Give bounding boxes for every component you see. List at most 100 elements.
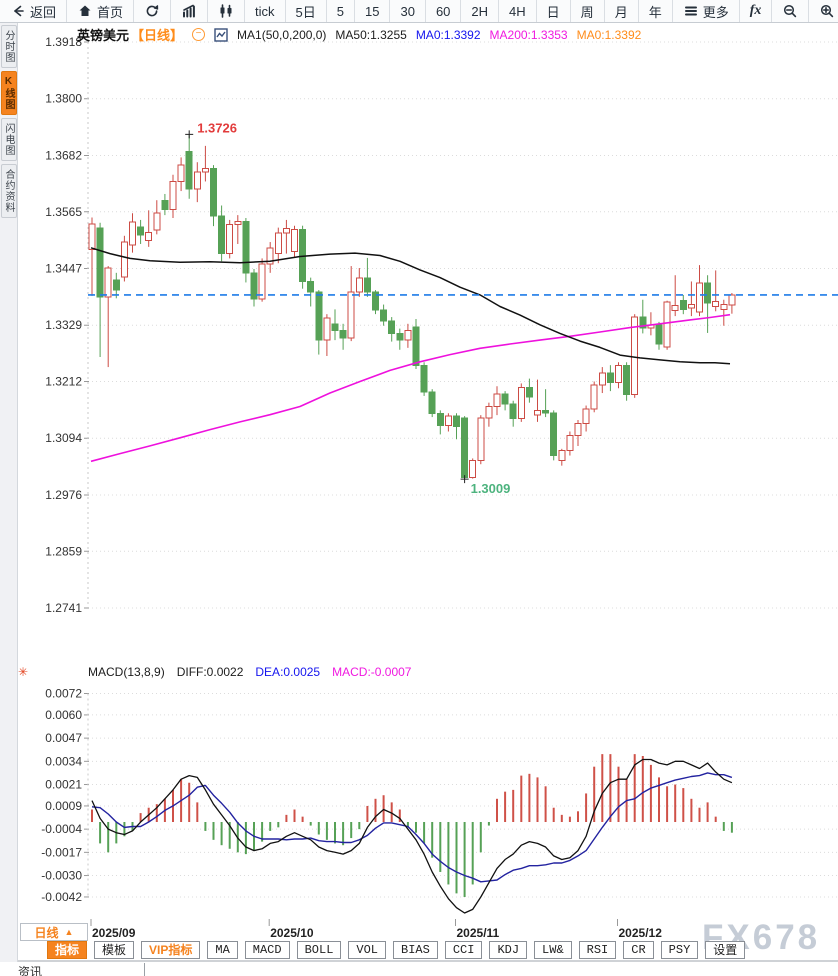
macd-dea-value: DEA:0.0025 (255, 665, 321, 679)
toolbar-15m-label: 15 (365, 3, 380, 19)
toolbar-fx-icon[interactable]: fx (740, 0, 773, 22)
toolbar-zoom-out-icon[interactable] (772, 0, 810, 22)
toolbar-tick-label: tick (255, 3, 275, 19)
svg-text:-0.0004: -0.0004 (41, 822, 82, 836)
svg-text:2025/09: 2025/09 (92, 926, 136, 940)
sidebar-tab-contract-info[interactable]: 合约资料 (0, 164, 17, 218)
svg-text:1.2859: 1.2859 (45, 544, 82, 558)
toolbar-60m-label: 60 (435, 3, 451, 19)
svg-text:1.3800: 1.3800 (45, 92, 82, 106)
toolbar-5d-label: 5日 (295, 4, 316, 20)
area-chart-icon (183, 4, 195, 18)
indicator-tab-指标[interactable]: 指标 (47, 941, 88, 959)
indicator-tab-PSY[interactable]: PSY (660, 941, 699, 959)
svg-text:-0.0042: -0.0042 (41, 890, 82, 904)
toolbar-tick[interactable]: tick (245, 0, 286, 22)
toolbar-back[interactable]: 返回 (0, 0, 68, 22)
indicator-tab-KDJ[interactable]: KDJ (489, 941, 528, 959)
toolbar-more-label: 更多 (702, 4, 729, 20)
chevron-up-icon: ▲ (64, 927, 74, 937)
indicator-tab-模板[interactable]: 模板 (94, 941, 135, 959)
svg-text:1.3726: 1.3726 (197, 120, 237, 135)
toolbar-day[interactable]: 日 (537, 0, 571, 22)
toolbar-year[interactable]: 年 (639, 0, 673, 22)
svg-text:1.3682: 1.3682 (45, 148, 82, 162)
toolbar-more[interactable]: 更多 (673, 0, 740, 22)
toolbar-area-chart-icon[interactable] (171, 0, 209, 22)
menu-icon (684, 6, 697, 16)
indicator-tab-CR[interactable]: CR (623, 941, 654, 959)
indicator-tab-VOL[interactable]: VOL (348, 941, 387, 959)
bottom-divider (0, 960, 838, 962)
indicator-tab-设置[interactable]: 设置 (705, 941, 746, 959)
toolbar-back-label: 返回 (30, 4, 57, 20)
toolbar-zoom-in-icon[interactable] (809, 0, 838, 22)
indicator-toolbar: 指标 模板 VIP指标 MA MACD BOLL VOL BIAS CCI KDJ LW& RSI CR… (47, 941, 746, 959)
toolbar-year-label: 年 (648, 4, 662, 20)
sidebar-tab-lightning[interactable]: 闪电图 (0, 118, 17, 161)
toolbar-60m[interactable]: 60 (426, 0, 462, 22)
toolbar-4h[interactable]: 4H (499, 0, 537, 22)
svg-text:1.3094: 1.3094 (45, 431, 82, 445)
svg-text:-0.0017: -0.0017 (41, 845, 82, 859)
indicator-tab-RSI[interactable]: RSI (578, 941, 617, 959)
left-tab-sidebar: 分时图 K线图闪电图合约资料 (0, 22, 18, 962)
svg-text:1.3212: 1.3212 (45, 375, 82, 389)
svg-text:-0.0030: -0.0030 (41, 869, 82, 883)
fx-icon: fx (749, 3, 762, 18)
macd-params-label: MACD(13,8,9) (88, 665, 165, 679)
indicator-tab-MACD[interactable]: MACD (244, 941, 290, 959)
toolbar-week[interactable]: 周 (571, 0, 605, 22)
toolbar-5m[interactable]: 5 (327, 0, 355, 22)
indicator-tab-VIP指标[interactable]: VIP指标 (141, 941, 201, 959)
tab-news-partial[interactable]: 资讯 (0, 963, 145, 976)
toolbar-month[interactable]: 月 (605, 0, 639, 22)
indicator-tab-BIAS[interactable]: BIAS (393, 941, 438, 959)
indicator-tab-CCI[interactable]: CCI (444, 941, 483, 959)
toolbar-4h-label: 4H (509, 3, 526, 19)
svg-text:1.3009: 1.3009 (471, 481, 511, 496)
indicator-tab-LW&[interactable]: LW& (534, 941, 572, 959)
period-selector-label: 日线 (34, 925, 59, 940)
ma-mini-chart-icon (214, 27, 228, 42)
back-arrow-icon (14, 5, 24, 17)
sidebar-tab-time-share[interactable]: 分时图 (0, 25, 17, 68)
svg-text:1.2976: 1.2976 (45, 488, 82, 502)
toolbar-15m[interactable]: 15 (355, 0, 391, 22)
svg-text:2025/11: 2025/11 (457, 926, 500, 940)
toolbar-home[interactable]: 首页 (67, 0, 135, 22)
svg-text:1.3447: 1.3447 (45, 261, 82, 275)
svg-text:0.0072: 0.0072 (45, 687, 82, 701)
svg-text:0.0009: 0.0009 (45, 799, 82, 813)
ma-settings-label: MA1(50,0,200,0) (237, 27, 327, 42)
toolbar-2h[interactable]: 2H (461, 0, 500, 22)
sidebar-tab-kline[interactable]: K线图 (0, 71, 17, 115)
indicator-tab-MA[interactable]: MA (207, 941, 238, 959)
collapse-indicator-icon[interactable]: − (192, 28, 206, 41)
zoom-in-icon (821, 4, 834, 18)
toolbar-candle-chart-icon[interactable] (208, 0, 246, 22)
macd-header: MACD(13,8,9) DIFF:0.0022 DEA:0.0025 MACD… (88, 665, 411, 679)
top-toolbar: 返回 首页 tick 5日 5 15 30 60 2H 4H 日 周 月 年 更多 fx (0, 0, 838, 23)
toolbar-2h-label: 2H (471, 3, 489, 19)
toolbar-30m[interactable]: 30 (390, 0, 426, 22)
svg-text:1.2741: 1.2741 (45, 601, 82, 615)
svg-text:2025/10: 2025/10 (270, 926, 314, 940)
home-icon (79, 5, 91, 16)
symbol-name: 英镑美元 (77, 28, 130, 43)
candlestick-icon (220, 4, 232, 18)
toolbar-5d[interactable]: 5日 (286, 0, 327, 22)
indicator-tab-BOLL[interactable]: BOLL (296, 941, 342, 959)
macd-value: MACD:-0.0007 (332, 665, 412, 679)
toolbar-home-label: 首页 (97, 4, 124, 20)
toolbar-month-label: 月 (614, 4, 628, 20)
ma0-blue-value: MA0:1.3392 (415, 27, 481, 42)
symbol-period-badge: 【日线】 (131, 28, 184, 43)
period-selector[interactable]: 日线 ▲ (20, 923, 88, 941)
svg-text:0.0047: 0.0047 (45, 731, 82, 745)
toolbar-30m-label: 30 (400, 3, 415, 19)
indicator-settings-icon[interactable]: ✳ (18, 665, 29, 679)
toolbar-5m-label: 5 (336, 3, 344, 19)
toolbar-refresh-icon[interactable] (134, 0, 172, 22)
